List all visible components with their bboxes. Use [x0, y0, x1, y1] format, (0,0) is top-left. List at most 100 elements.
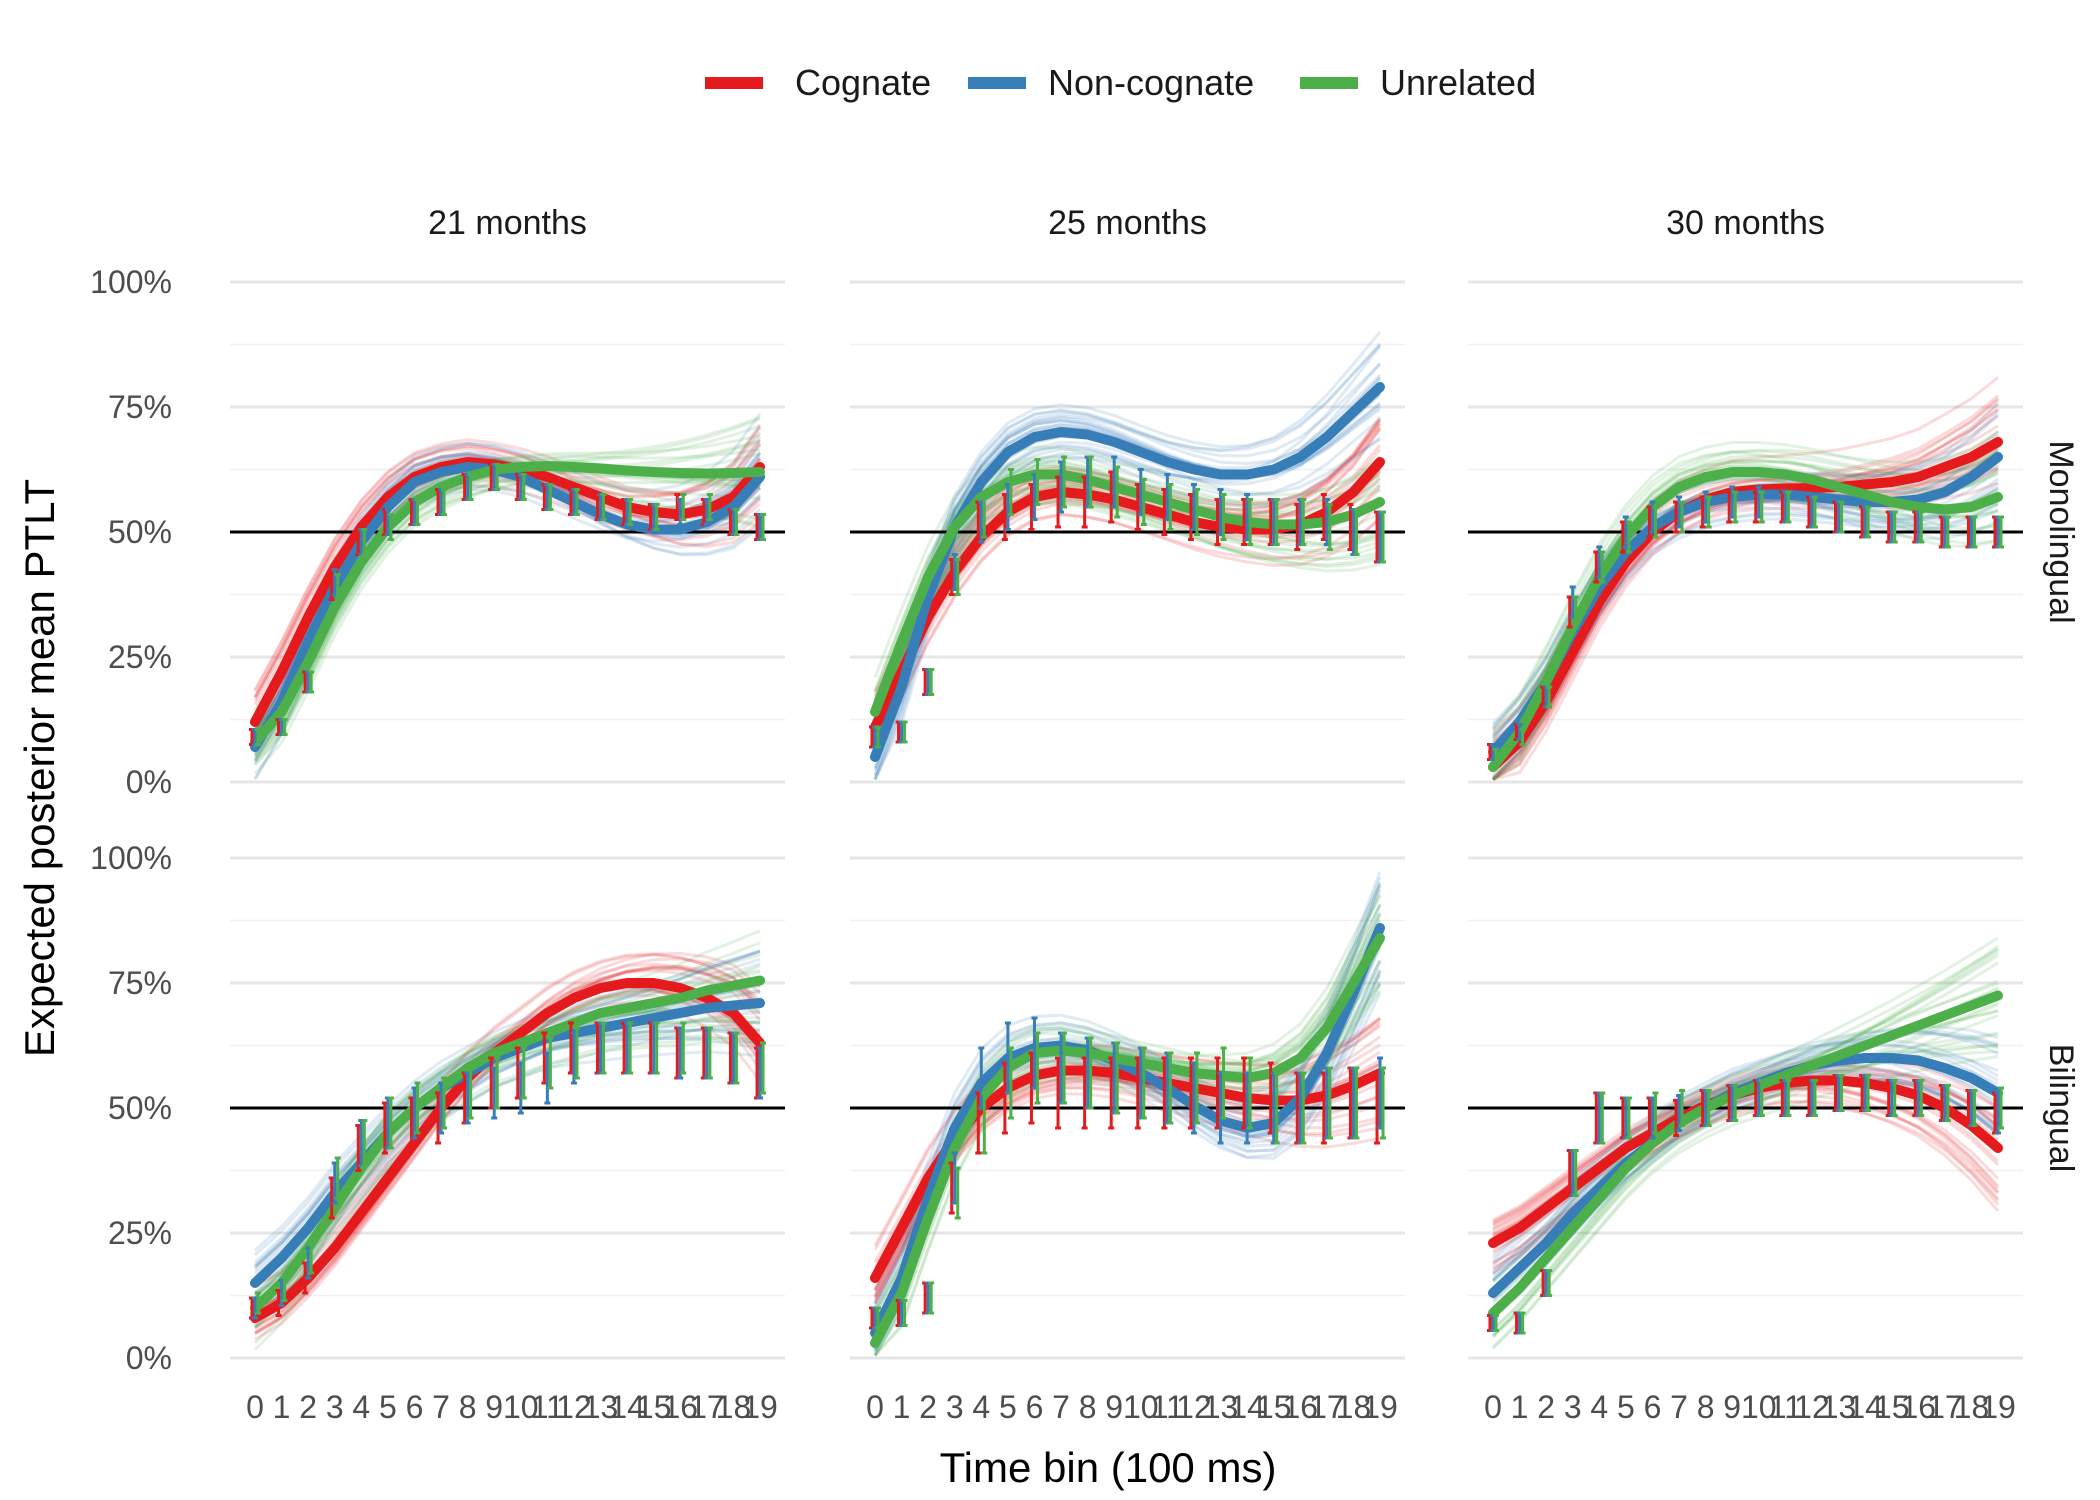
- x-tick-label: 17: [1309, 1389, 1345, 1425]
- error-bar: [441, 488, 448, 516]
- error-bar: [680, 1021, 687, 1075]
- error-bar: [1193, 488, 1200, 536]
- x-tick-label: 16: [662, 1389, 698, 1425]
- x-tick-label: 2: [1537, 1389, 1555, 1425]
- x-tick-label: 6: [1644, 1389, 1662, 1425]
- error-bar: [653, 1021, 660, 1075]
- posterior-draw-line: [253, 478, 761, 758]
- posterior-draw-line: [873, 489, 1381, 730]
- error-bar: [520, 1046, 527, 1100]
- error-bar: [1273, 498, 1280, 546]
- x-tick-label: 9: [485, 1389, 503, 1425]
- error-bar: [1944, 1084, 1951, 1122]
- error-bar: [1546, 685, 1553, 709]
- error-bar: [928, 668, 935, 696]
- error-bar: [1998, 1086, 2005, 1130]
- x-tick-label: 5: [379, 1389, 397, 1425]
- error-bar: [901, 1299, 908, 1327]
- error-bar: [1087, 1036, 1094, 1110]
- y-tick-label: 75%: [108, 389, 172, 425]
- error-bar: [733, 1031, 740, 1085]
- error-bar: [467, 473, 474, 501]
- error-bar: [441, 1076, 448, 1130]
- x-tick-label: 15: [1874, 1389, 1910, 1425]
- posterior-draw-line: [1491, 1032, 1999, 1336]
- x-tick-label: 7: [432, 1389, 450, 1425]
- error-bar: [1599, 1091, 1606, 1145]
- error-bar: [520, 473, 527, 501]
- error-bar: [573, 488, 580, 516]
- error-bar: [1247, 498, 1254, 546]
- error-bar: [1599, 550, 1606, 584]
- x-tick-label: 2: [919, 1389, 937, 1425]
- error-bar: [981, 495, 988, 539]
- x-tick-label: 14: [1229, 1389, 1265, 1425]
- error-bar: [1087, 455, 1094, 509]
- error-bar: [1811, 495, 1818, 529]
- x-tick-label: 4: [1590, 1389, 1608, 1425]
- error-bar: [627, 1021, 634, 1075]
- error-bar: [1891, 1079, 1898, 1117]
- error-bar: [547, 483, 554, 511]
- error-bar: [1971, 1089, 1978, 1127]
- legend-label: Non-cognate: [1048, 62, 1254, 103]
- y-tick-label: 25%: [108, 639, 172, 675]
- error-bar: [1167, 1051, 1174, 1125]
- error-bar: [1114, 1041, 1121, 1115]
- error-bar: [1625, 1096, 1632, 1140]
- error-bar: [1679, 1089, 1686, 1127]
- x-tick-label: 19: [1980, 1389, 2016, 1425]
- error-bar: [1572, 595, 1579, 629]
- posterior-draw-line: [873, 493, 1381, 736]
- error-bar: [1865, 1074, 1872, 1112]
- error-bar: [573, 1026, 580, 1080]
- x-tick-label: 2: [299, 1389, 317, 1425]
- x-tick-label: 19: [1362, 1389, 1398, 1425]
- posterior-draw-line: [873, 928, 1382, 1312]
- error-bar: [281, 1274, 288, 1302]
- error-bar: [467, 1066, 474, 1120]
- x-tick-label: 0: [1484, 1389, 1502, 1425]
- error-bar: [1326, 1066, 1333, 1140]
- x-tick-label: 3: [326, 1389, 344, 1425]
- error-bar: [1732, 490, 1739, 524]
- posterior-draw-line: [253, 473, 761, 767]
- x-tick-label: 17: [689, 1389, 725, 1425]
- facet-strip-labels: 21 months 25 months 30 months Monolingual Bi…: [428, 204, 2080, 1172]
- error-bar: [361, 1119, 368, 1167]
- error-bar: [901, 720, 908, 744]
- x-tick-label: 5: [1617, 1389, 1635, 1425]
- error-bar: [928, 1281, 935, 1315]
- error-bar: [1519, 1311, 1526, 1335]
- mean-curve-unrelated: [250, 975, 765, 1313]
- x-tick-label: 18: [1954, 1389, 1990, 1425]
- error-bar: [334, 1156, 341, 1200]
- posterior-draw-line: [873, 445, 1381, 678]
- error-bar: [1625, 520, 1632, 554]
- error-bar: [1918, 510, 1925, 544]
- posterior-draw-line: [873, 436, 1381, 781]
- error-bar: [1140, 478, 1147, 526]
- posterior-draw-line: [873, 393, 1382, 776]
- x-tick-label: 7: [1052, 1389, 1070, 1425]
- x-tick-label: 11: [1769, 1389, 1802, 1425]
- posterior-draw-line: [873, 422, 1382, 701]
- x-tick-label: 1: [893, 1389, 911, 1425]
- x-tick-label: 12: [556, 1389, 592, 1425]
- error-bar: [1273, 1071, 1280, 1145]
- error-bar: [1785, 1079, 1792, 1117]
- error-bar: [1220, 1046, 1227, 1120]
- legend: Cognate Non-cognate Unrelated: [705, 62, 1536, 103]
- posterior-draw-line: [253, 440, 761, 766]
- x-tick-label: 18: [1336, 1389, 1372, 1425]
- error-bar: [254, 728, 261, 746]
- y-tick-label: 100%: [90, 840, 172, 876]
- error-bar: [281, 718, 288, 736]
- error-bar: [1167, 483, 1174, 531]
- error-bar: [1944, 515, 1951, 549]
- error-bar: [1998, 515, 2005, 549]
- error-bar: [1758, 1079, 1765, 1117]
